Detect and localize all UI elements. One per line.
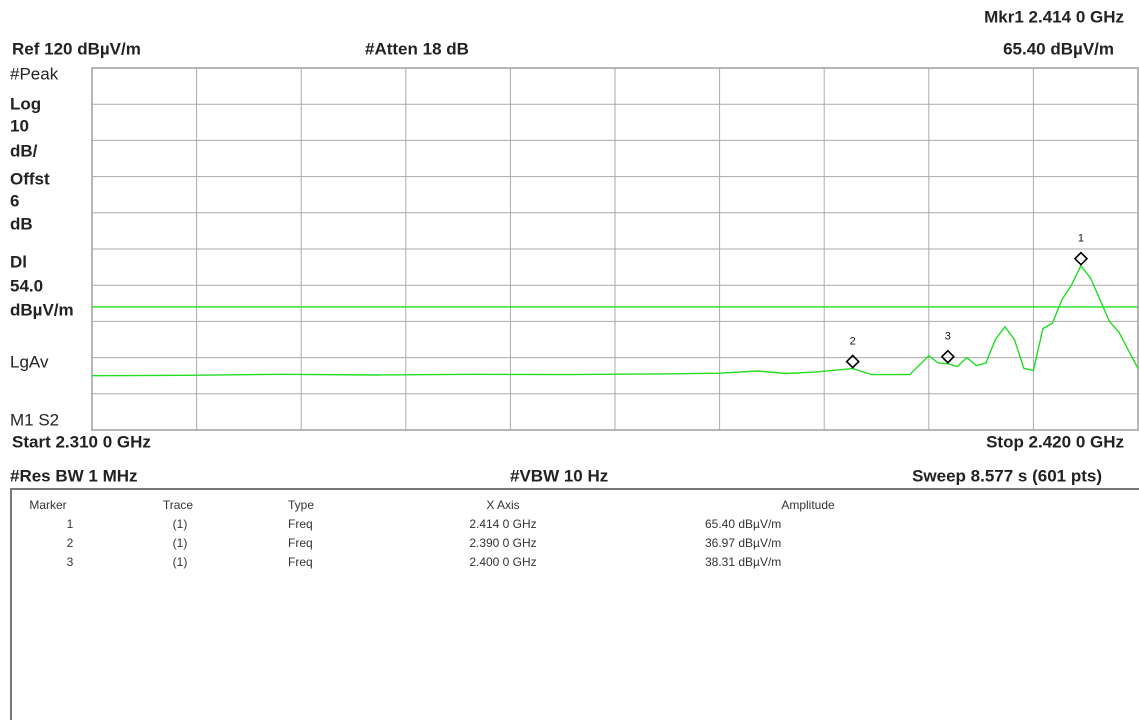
side-label: dBµV/m [10, 300, 74, 319]
table-cell: 65.40 dBµV/m [705, 517, 781, 531]
plot: 1 2 3 [91, 233, 1139, 377]
stop-freq: Stop 2.420 0 GHz [986, 432, 1124, 451]
table-header: Marker [29, 498, 66, 512]
table-cell: Freq [288, 517, 313, 531]
table-cell: 2.414 0 GHz [469, 517, 536, 531]
table-header: Amplitude [781, 498, 835, 512]
table-cell: 2.400 0 GHz [469, 555, 536, 569]
table-cell: (1) [173, 517, 188, 531]
start-freq: Start 2.310 0 GHz [12, 432, 151, 451]
grid [91, 67, 1139, 431]
sweep: Sweep 8.577 s (601 pts) [912, 466, 1102, 485]
side-label: #Peak [10, 64, 59, 83]
side-label: Log [10, 94, 41, 113]
marker-table: Marker Trace Type X Axis Amplitude 1 (1) Freq 2.… [29, 498, 835, 569]
side-label: M1 S2 [10, 410, 59, 429]
marker-label: 2 [850, 335, 856, 347]
side-label: Dl [10, 252, 27, 271]
table-cell: 2 [67, 536, 74, 550]
table-header: X Axis [486, 498, 519, 512]
table-cell: Freq [288, 536, 313, 550]
marker-amplitude: 65.40 dBµV/m [1003, 39, 1114, 58]
side-labels: #Peak Log 10 dB/Offst 6 dB Dl 54.0 dBµV/m LgAv M1 … [10, 64, 74, 429]
ref-level: Ref 120 dBµV/m [12, 39, 141, 58]
table-cell: 38.31 dBµV/m [705, 555, 781, 569]
marker-diamond [845, 354, 860, 369]
table-cell: (1) [173, 536, 188, 550]
side-label: Offst [10, 169, 50, 188]
marker-diamond [1073, 251, 1089, 266]
marker-diamond [940, 349, 955, 364]
marker-label: 1 [1078, 233, 1084, 245]
table-cell: (1) [173, 555, 188, 569]
table-cell: 2.390 0 GHz [469, 536, 536, 550]
table-cell: 1 [67, 517, 74, 531]
side-label: 54.0 [10, 276, 43, 295]
res-bw: #Res BW 1 MHz [10, 466, 138, 485]
table-header: Type [288, 498, 314, 512]
side-label: LgAv [10, 352, 49, 371]
side-label: dB/ [10, 141, 38, 160]
side-label: 10 [10, 116, 29, 135]
marker-readout: Mkr1 2.414 0 GHz [984, 7, 1124, 26]
marker-label: 3 [945, 331, 951, 343]
table-cell: 3 [67, 555, 74, 569]
vbw: #VBW 10 Hz [510, 466, 608, 485]
table-cell: 36.97 dBµV/m [705, 536, 781, 550]
side-label: 6 [10, 191, 19, 210]
side-label: dB [10, 214, 33, 233]
table-cell: Freq [288, 555, 313, 569]
table-header: Trace [163, 498, 194, 512]
attenuation: #Atten 18 dB [365, 39, 469, 58]
